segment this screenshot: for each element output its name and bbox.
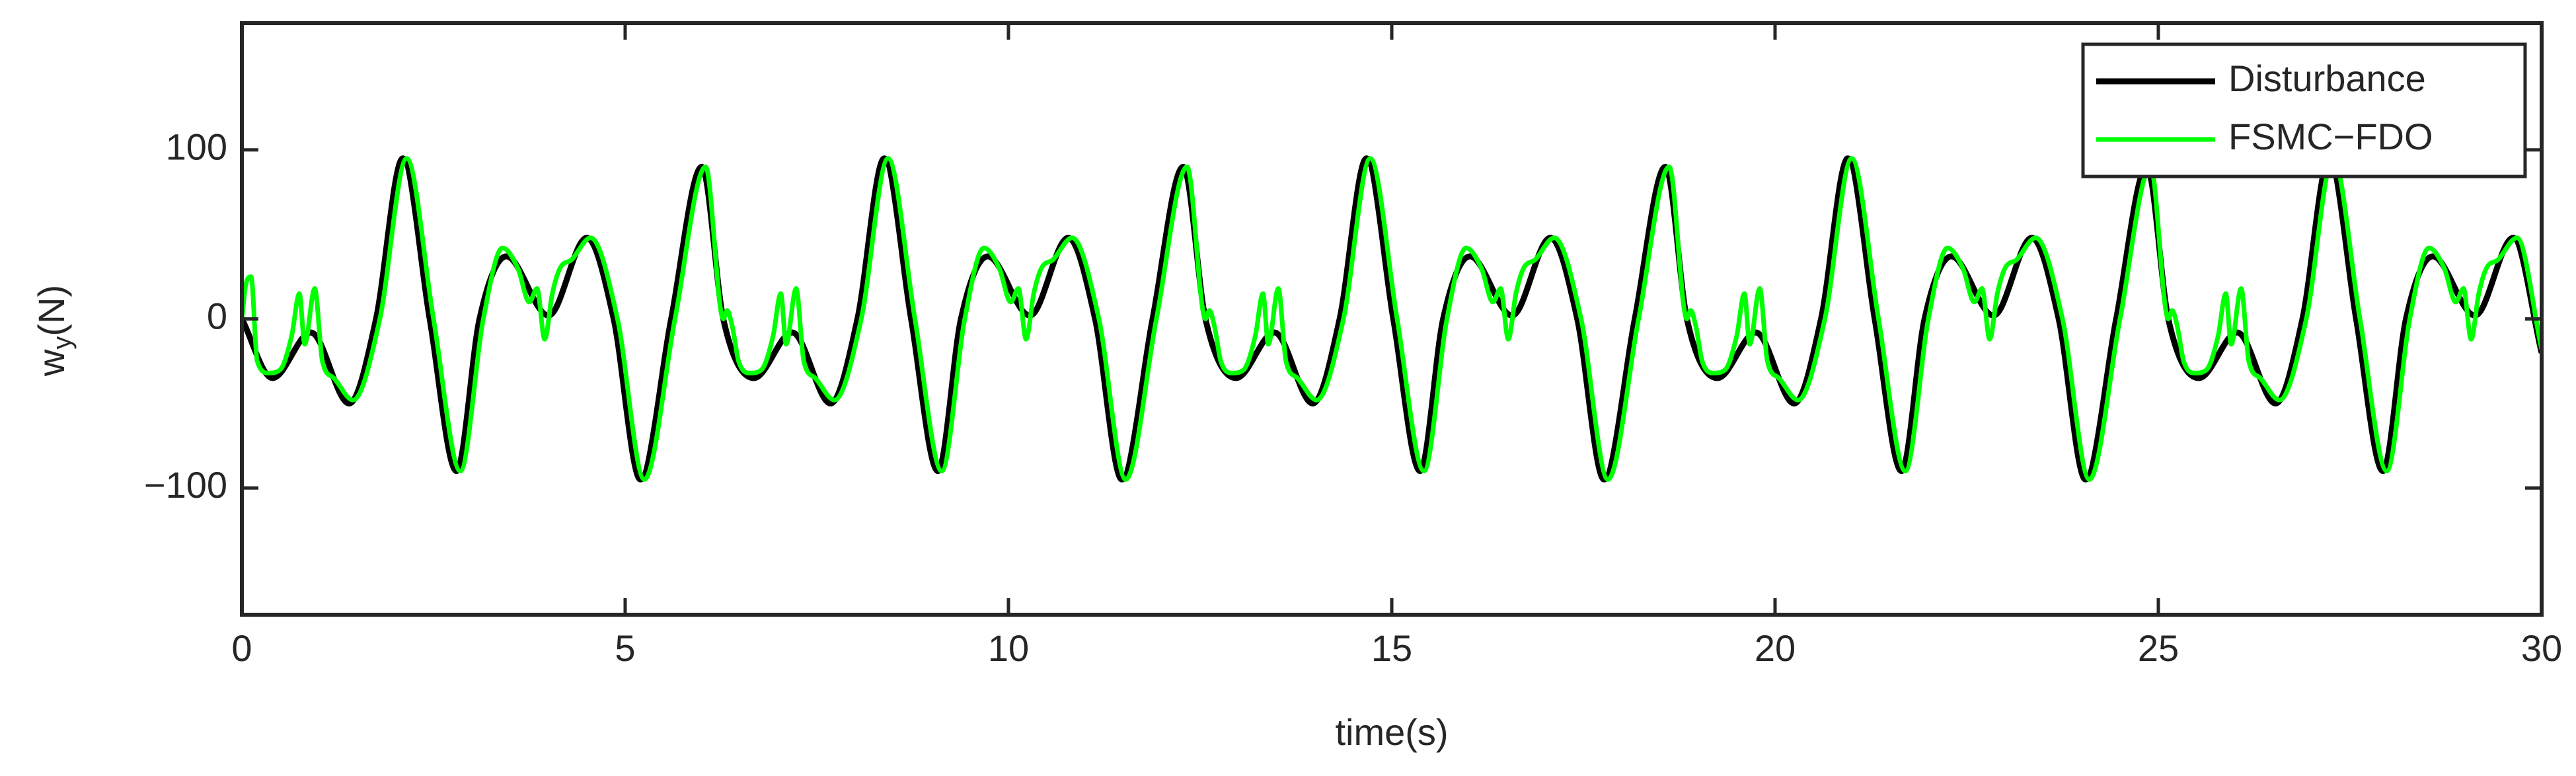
y-label-sub: y xyxy=(48,336,77,350)
x-tick-label: 30 xyxy=(2521,627,2562,669)
series-line xyxy=(242,156,2542,482)
x-tick-label: 10 xyxy=(988,627,1029,669)
legend-box xyxy=(2081,42,2527,178)
y-tick-label: 100 xyxy=(166,126,227,168)
y-label-main: w xyxy=(30,349,72,377)
y-label-unit: (N) xyxy=(30,285,72,336)
x-tick-label: 5 xyxy=(615,627,635,669)
x-tick-label: 15 xyxy=(1371,627,1412,669)
y-tick-label: −100 xyxy=(144,464,227,506)
legend-label: FSMC−FDO xyxy=(2228,116,2433,157)
y-tick-label: 0 xyxy=(207,295,227,336)
axes-box xyxy=(240,21,2544,617)
x-axis-label: time(s) xyxy=(1335,711,1448,753)
x-tick-label: 25 xyxy=(2138,627,2179,669)
x-tick-label: 0 xyxy=(231,627,252,669)
legend-label: Disturbance xyxy=(2228,58,2426,99)
y-axis-label: wy(N) xyxy=(30,285,77,377)
x-tick-label: 20 xyxy=(1755,627,1796,669)
